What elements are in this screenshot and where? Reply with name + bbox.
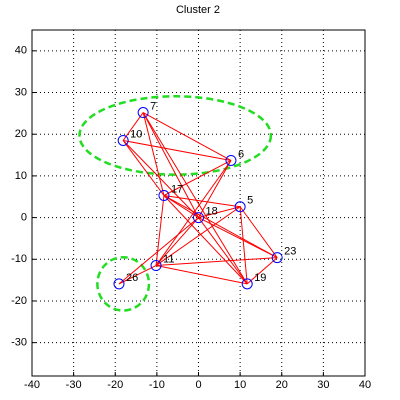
y-tick-label: 30 — [15, 86, 27, 98]
node-label: 11 — [163, 253, 174, 265]
y-tick-label: 0 — [21, 211, 27, 223]
edge — [123, 139, 232, 161]
node — [241, 278, 253, 290]
edge — [122, 140, 165, 196]
y-tick-label: -20 — [11, 295, 27, 307]
node — [137, 107, 149, 119]
cluster-ellipse — [78, 95, 273, 176]
x-tick-label: 20 — [276, 379, 288, 391]
node-label: 18 — [206, 205, 218, 217]
x-tick-label: 30 — [317, 379, 329, 391]
edge — [198, 217, 278, 259]
edge — [122, 112, 144, 141]
node-label: 5 — [247, 195, 253, 207]
edge — [163, 195, 241, 208]
edge — [142, 112, 165, 196]
edge — [155, 217, 199, 266]
node — [117, 134, 129, 146]
edge — [122, 140, 199, 218]
y-tick-label: 10 — [15, 170, 27, 182]
edge — [239, 206, 278, 258]
node — [158, 189, 170, 201]
y-tick-label: 40 — [15, 45, 27, 57]
y-tick-label: -30 — [11, 337, 27, 349]
edge — [142, 112, 199, 218]
edge — [118, 265, 157, 285]
node — [225, 154, 237, 166]
node-label: 23 — [284, 246, 296, 258]
y-tick-label: 20 — [15, 128, 27, 140]
edge — [246, 257, 278, 285]
edge — [198, 217, 248, 285]
x-tick-label: 0 — [195, 379, 201, 391]
edge — [163, 160, 232, 196]
x-tick-label: -10 — [149, 379, 165, 391]
edge — [118, 217, 199, 285]
edge — [155, 160, 232, 266]
edge — [155, 265, 248, 285]
node — [150, 260, 162, 272]
x-tick-label: 40 — [359, 379, 371, 391]
node-label: 26 — [126, 272, 138, 284]
edge — [198, 160, 232, 218]
edge — [155, 206, 241, 266]
x-tick-label: -30 — [66, 379, 82, 391]
node-label: 6 — [238, 148, 244, 160]
edge — [163, 195, 278, 259]
edge — [156, 257, 278, 267]
axes-box — [31, 29, 366, 377]
node — [113, 278, 125, 290]
x-tick-label: 10 — [234, 379, 246, 391]
cluster-ellipse — [96, 255, 151, 312]
chart-title: Cluster 2 — [176, 4, 220, 16]
node-label: 10 — [130, 128, 142, 140]
node-label: 19 — [254, 272, 266, 284]
node-label: 17 — [171, 183, 183, 195]
edge — [142, 112, 232, 161]
edge — [239, 206, 248, 284]
edge — [155, 195, 165, 266]
node-label: 7 — [150, 100, 156, 112]
edge — [142, 112, 248, 285]
node — [271, 252, 283, 264]
x-tick-label: -40 — [24, 379, 40, 391]
node — [193, 212, 204, 224]
x-tick-label: -20 — [107, 379, 123, 391]
node — [234, 201, 246, 213]
y-tick-label: -10 — [11, 253, 27, 265]
edge — [163, 195, 248, 285]
